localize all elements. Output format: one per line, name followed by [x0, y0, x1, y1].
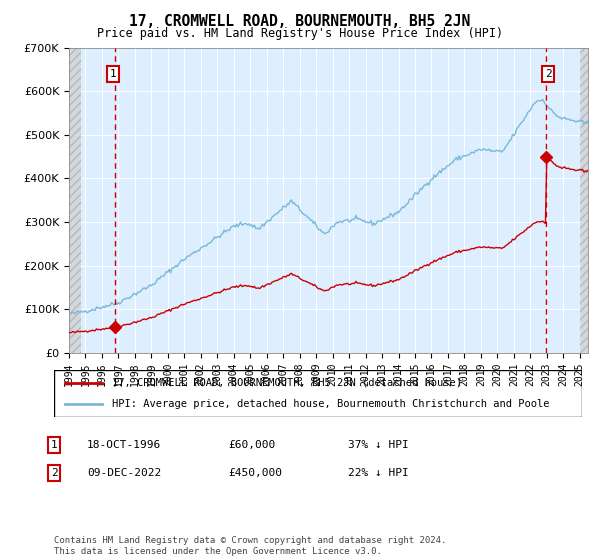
Text: £60,000: £60,000	[228, 440, 275, 450]
Text: £450,000: £450,000	[228, 468, 282, 478]
Bar	[580, 48, 591, 353]
Text: Price paid vs. HM Land Registry's House Price Index (HPI): Price paid vs. HM Land Registry's House …	[97, 27, 503, 40]
Text: 22% ↓ HPI: 22% ↓ HPI	[348, 468, 409, 478]
Text: Contains HM Land Registry data © Crown copyright and database right 2024.
This d: Contains HM Land Registry data © Crown c…	[54, 536, 446, 556]
Text: 37% ↓ HPI: 37% ↓ HPI	[348, 440, 409, 450]
Text: 2: 2	[50, 468, 58, 478]
Bar	[69, 48, 82, 353]
Text: 17, CROMWELL ROAD, BOURNEMOUTH, BH5 2JN (detached house): 17, CROMWELL ROAD, BOURNEMOUTH, BH5 2JN …	[112, 378, 462, 388]
Text: 09-DEC-2022: 09-DEC-2022	[87, 468, 161, 478]
Text: 17, CROMWELL ROAD, BOURNEMOUTH, BH5 2JN: 17, CROMWELL ROAD, BOURNEMOUTH, BH5 2JN	[130, 14, 470, 29]
Text: 1: 1	[50, 440, 58, 450]
Text: 1: 1	[109, 69, 116, 79]
Text: 2: 2	[545, 69, 551, 79]
Text: HPI: Average price, detached house, Bournemouth Christchurch and Poole: HPI: Average price, detached house, Bour…	[112, 399, 550, 409]
Text: 18-OCT-1996: 18-OCT-1996	[87, 440, 161, 450]
